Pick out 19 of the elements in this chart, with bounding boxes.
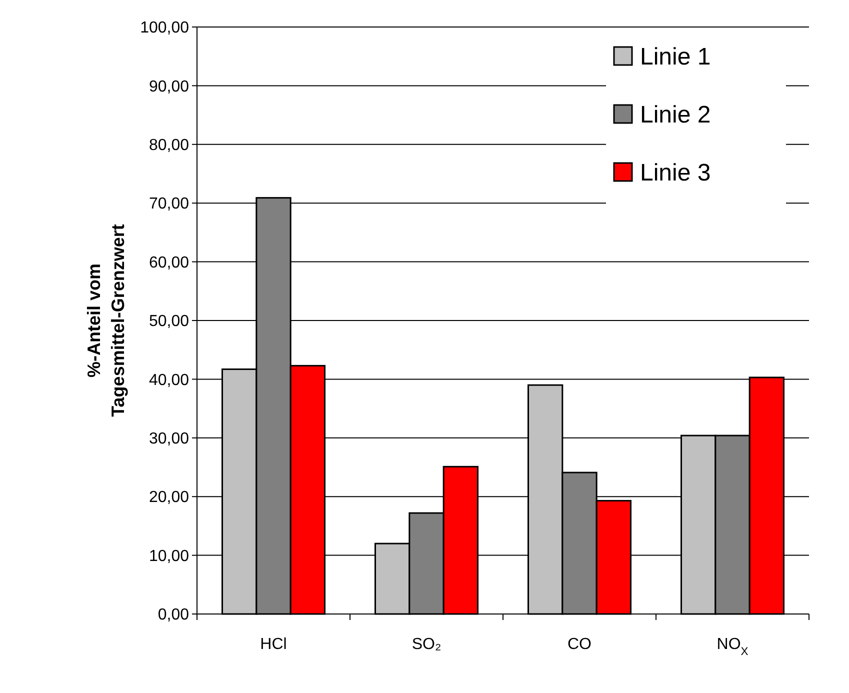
y-tick-label: 60,00 (148, 254, 190, 272)
y-tick-label: 70,00 (148, 196, 190, 213)
y-tick-label: 30,00 (148, 430, 190, 448)
y-tick-label: 80,00 (148, 137, 190, 154)
y-tick-label: 10,00 (148, 548, 190, 565)
y-tick-label: 40,00 (148, 372, 190, 389)
x-tick-label: HCl (260, 636, 287, 653)
legend-label: Linie 2 (640, 101, 711, 128)
y-tick-label: 20,00 (148, 489, 190, 506)
y-tick-label: 100,00 (140, 20, 190, 37)
y-tick-label: 0,00 (158, 606, 190, 624)
x-tick-label: SO₂ (412, 636, 442, 653)
y-tick-label: 50,00 (148, 313, 190, 330)
y-axis-title: %-Anteil vom Tagesmittel-Grenzwert (84, 224, 128, 417)
x-tick-label: NO$_{X}$ (716, 636, 749, 658)
legend-label: Linie 1 (640, 43, 711, 70)
legend-label: Linie 3 (640, 159, 711, 186)
x-tick-label: CO (568, 636, 592, 653)
y-tick-label: 90,00 (148, 78, 190, 96)
